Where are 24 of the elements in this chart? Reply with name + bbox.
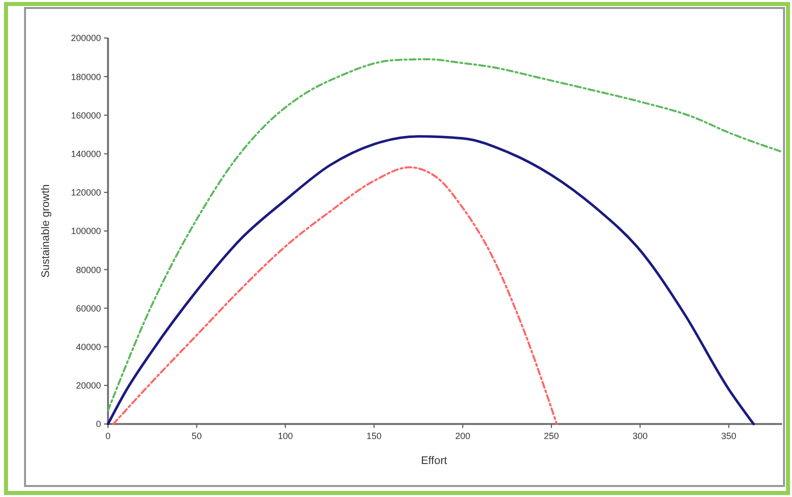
y-axis-title: Sustainable growth [40, 184, 52, 278]
x-tick-label: 350 [721, 431, 736, 441]
x-axis-title: Effort [420, 455, 448, 467]
line-series [112, 166, 558, 425]
y-tick-label: 200000 [70, 33, 101, 44]
y-tick-label: 100000 [70, 226, 101, 236]
x-tick-label: 100 [278, 431, 293, 441]
y-tick-label: 80000 [76, 264, 101, 275]
x-tick-label: 300 [632, 431, 648, 441]
y-tick-label: 60000 [76, 303, 101, 314]
x-tick-label: 200 [455, 431, 470, 441]
y-tick-label: 160000 [70, 110, 101, 120]
y-tick-label: 180000 [70, 72, 101, 82]
x-tick-label: 50 [192, 431, 202, 441]
line-series [107, 58, 783, 412]
line-series [106, 135, 755, 426]
y-tick-label: 0 [96, 419, 101, 430]
y-tick-label: 20000 [76, 380, 101, 391]
y-tick-label: 120000 [70, 188, 101, 198]
y-tick-label: 40000 [76, 342, 101, 352]
x-tick-label: 150 [366, 431, 382, 441]
y-tick-label: 140000 [70, 148, 101, 159]
x-tick-label: 250 [544, 431, 559, 441]
x-tick-label: 0 [105, 431, 111, 441]
